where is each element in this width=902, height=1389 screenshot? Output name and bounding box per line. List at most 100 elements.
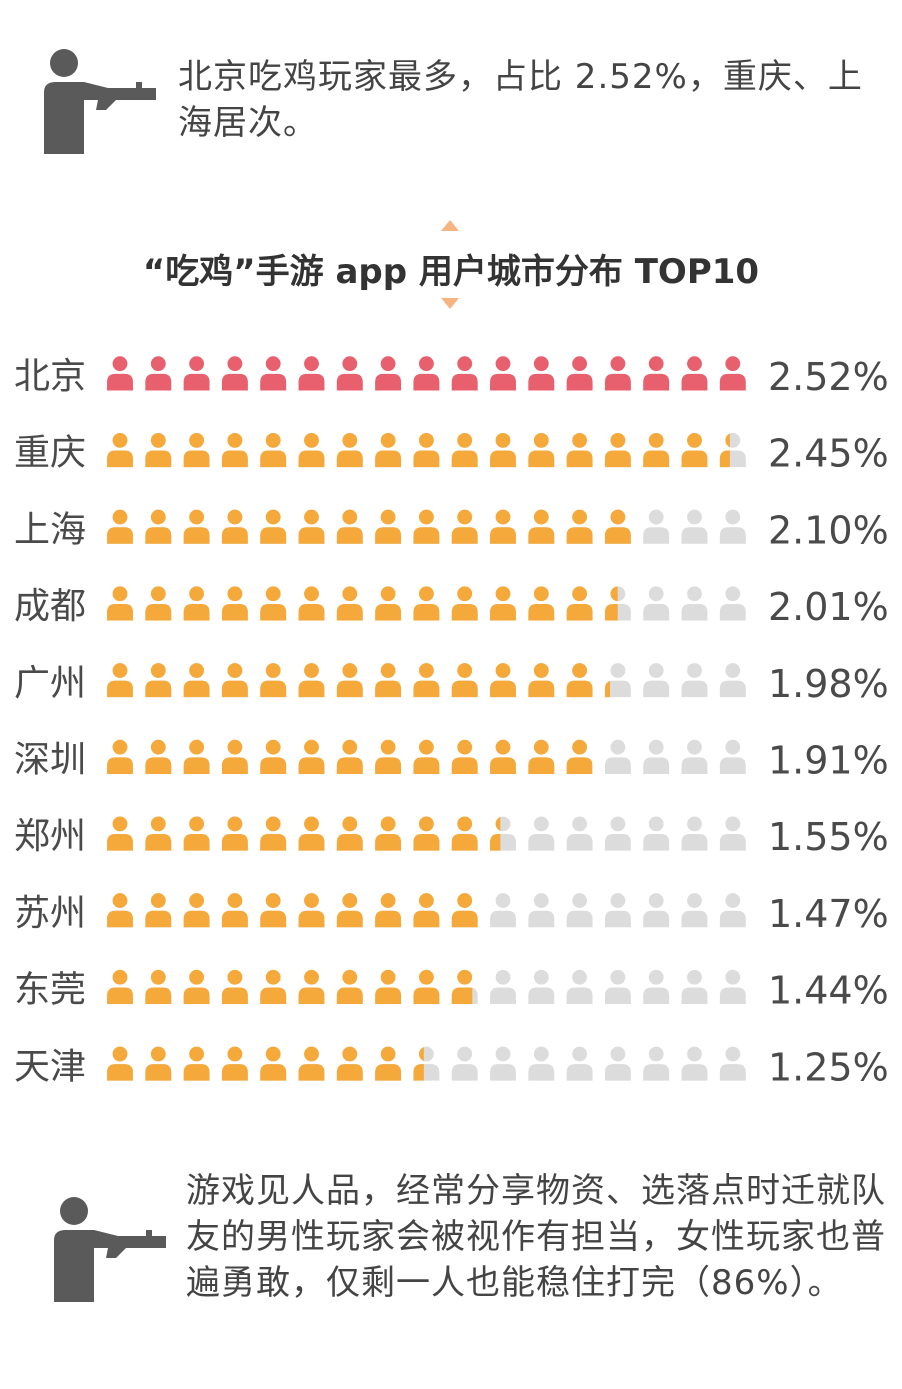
person-icon — [221, 586, 248, 621]
person-icon — [183, 739, 210, 774]
person-icon — [260, 739, 287, 774]
person-icon — [183, 509, 210, 544]
person-icon — [528, 356, 555, 391]
person-icon — [681, 816, 708, 851]
value-label: 1.91% — [768, 739, 889, 783]
pictogram-row — [107, 893, 746, 928]
person-icon — [643, 739, 670, 774]
person-icon — [528, 816, 555, 851]
person-icon — [490, 356, 516, 391]
person-icon — [183, 1046, 210, 1081]
person-icon — [681, 586, 708, 621]
value-label: 1.44% — [768, 969, 889, 1013]
person-icon — [413, 663, 440, 698]
person-icon — [451, 739, 478, 774]
person-icon — [413, 586, 440, 621]
person-icon — [145, 739, 172, 774]
person-icon — [145, 893, 172, 928]
person-icon — [336, 739, 363, 774]
pictogram-row — [107, 663, 746, 698]
category-label: 天津 — [14, 1046, 86, 1087]
person-icon — [107, 586, 133, 621]
person-icon — [221, 893, 248, 928]
value-label: 2.10% — [768, 508, 889, 552]
person-icon — [643, 893, 670, 928]
person-icon — [681, 432, 708, 468]
person-icon — [145, 663, 172, 698]
person-icon — [298, 1046, 325, 1081]
person-icon — [681, 356, 708, 391]
person-icon — [528, 969, 555, 1005]
person-icon — [566, 1046, 593, 1081]
person-icon — [145, 969, 172, 1005]
person-icon — [145, 356, 172, 391]
triangle-marker-icon — [441, 298, 459, 309]
person-icon — [490, 432, 516, 468]
value-label: 1.25% — [768, 1045, 889, 1089]
person-icon — [107, 509, 133, 544]
pictogram-row — [107, 356, 746, 391]
person-icon — [298, 739, 325, 774]
person-icon — [413, 739, 440, 774]
pictogram-row — [107, 1046, 746, 1081]
category-label: 北京 — [14, 356, 86, 397]
person-icon — [298, 509, 325, 544]
person-icon — [604, 1046, 631, 1081]
person-icon — [221, 739, 248, 774]
person-icon — [566, 432, 593, 468]
person-icon — [451, 586, 478, 621]
person-icon — [528, 432, 555, 468]
person-icon — [260, 432, 287, 468]
person-icon — [451, 816, 478, 851]
person-icon — [107, 663, 133, 698]
person-icon — [719, 356, 746, 391]
shooter-silhouette-icon — [54, 1197, 166, 1302]
person-icon — [643, 1046, 670, 1081]
person-icon — [643, 969, 670, 1005]
person-icon — [260, 1046, 287, 1081]
person-icon — [145, 509, 172, 544]
person-icon — [107, 816, 133, 851]
pictogram-row — [107, 509, 746, 544]
person-icon — [528, 586, 555, 621]
person-icon — [336, 893, 363, 928]
person-icon — [260, 969, 287, 1005]
person-icon — [719, 816, 746, 851]
person-icon — [107, 432, 133, 468]
value-label: 1.47% — [768, 892, 889, 936]
person-icon — [183, 969, 210, 1005]
person-icon — [490, 663, 516, 698]
person-icon — [528, 1046, 555, 1081]
person-icon — [298, 432, 325, 468]
person-icon — [221, 432, 248, 468]
category-label: 东莞 — [14, 970, 86, 1011]
person-icon — [221, 816, 248, 851]
person-icon — [681, 893, 708, 928]
value-bar — [107, 432, 730, 468]
person-icon — [260, 509, 287, 544]
pictogram-row — [107, 739, 746, 774]
person-icon — [260, 816, 287, 851]
person-icon — [298, 663, 325, 698]
person-icon — [260, 586, 287, 621]
person-icon — [375, 893, 402, 928]
person-icon — [183, 432, 210, 468]
category-label: 深圳 — [14, 740, 86, 781]
person-icon — [375, 509, 402, 544]
person-icon — [451, 509, 478, 544]
person-icon — [643, 432, 670, 468]
person-icon — [604, 816, 631, 851]
person-icon — [260, 356, 287, 391]
person-icon — [183, 356, 210, 391]
top-annotation: 北京吃鸡玩家最多，占比 2.52%，重庆、上海居次。 — [178, 57, 863, 143]
person-icon — [604, 509, 631, 544]
person-icon — [490, 509, 516, 544]
person-icon — [221, 969, 248, 1005]
person-icon — [528, 663, 555, 698]
person-icon — [566, 739, 593, 774]
person-icon — [604, 356, 631, 391]
person-icon — [221, 663, 248, 698]
person-icon — [566, 816, 593, 851]
person-icon — [719, 739, 746, 774]
